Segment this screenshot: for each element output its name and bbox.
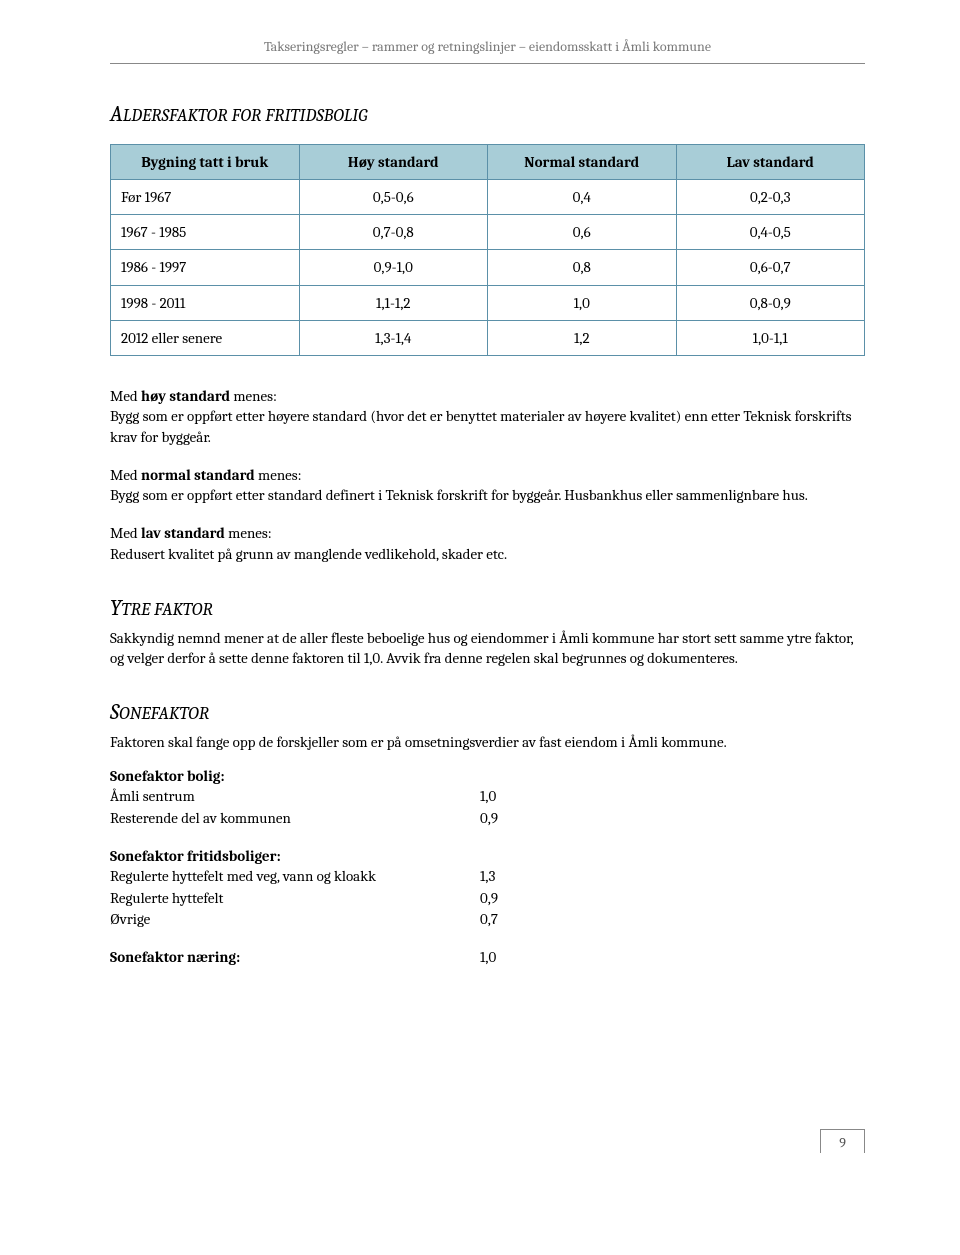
cell: 0,6-0,7 xyxy=(676,250,865,285)
list-item: Åmli sentrum 1,0 xyxy=(110,786,865,808)
col-bygning: Bygning tatt i bruk xyxy=(111,144,300,179)
def-hoy-suffix: menes: xyxy=(230,387,277,405)
def-hoy-text: Bygg som er oppført etter høyere standar… xyxy=(110,407,852,445)
cell: 1,2 xyxy=(488,320,677,355)
aldersfaktor-table: Bygning tatt i bruk Høy standard Normal … xyxy=(110,144,865,357)
key: Resterende del av kommunen xyxy=(110,808,480,830)
sone-fritid-label: Sonefaktor fritidsboliger: xyxy=(110,847,281,865)
rest: ONEFAKTOR xyxy=(119,703,209,724)
cap-letter: A xyxy=(110,101,123,127)
def-normal-suffix: menes: xyxy=(255,466,302,484)
sone-naering-label: Sonefaktor næring: xyxy=(110,948,240,966)
cell: 0,8-0,9 xyxy=(676,285,865,320)
val: 0,7 xyxy=(480,909,530,931)
table-row: 2012 eller senere 1,3-1,4 1,2 1,0-1,1 xyxy=(111,320,865,355)
cell: 1986 - 1997 xyxy=(111,250,300,285)
table-row: 1967 - 1985 0,7-0,8 0,6 0,4-0,5 xyxy=(111,215,865,250)
def-hoy-bold: høy standard xyxy=(141,387,230,405)
key: Regulerte hyttefelt med veg, vann og klo… xyxy=(110,866,480,888)
cell: 0,4 xyxy=(488,179,677,214)
def-hoy: Med høy standard menes: Bygg som er oppf… xyxy=(110,386,865,447)
def-lav-suffix: menes: xyxy=(225,524,272,542)
def-lav-text: Redusert kvalitet på grunn av manglende … xyxy=(110,545,507,563)
cap-letter: Y xyxy=(110,595,122,621)
cell: 1,0-1,1 xyxy=(676,320,865,355)
list-item: Resterende del av kommunen 0,9 xyxy=(110,808,865,830)
def-normal-bold: normal standard xyxy=(141,466,255,484)
list-item: Regulerte hyttefelt med veg, vann og klo… xyxy=(110,866,865,888)
table-row: 1986 - 1997 0,9-1,0 0,8 0,6-0,7 xyxy=(111,250,865,285)
ytre-text: Sakkyndig nemnd mener at de aller fleste… xyxy=(110,628,865,669)
cell: 0,2-0,3 xyxy=(676,179,865,214)
def-normal-text: Bygg som er oppført etter standard defin… xyxy=(110,486,808,504)
table-row: 1998 - 2011 1,1-1,2 1,0 0,8-0,9 xyxy=(111,285,865,320)
key: Åmli sentrum xyxy=(110,786,480,808)
header-text: Takseringsregler – rammer og retningslin… xyxy=(264,38,711,55)
def-normal-prefix: Med xyxy=(110,466,141,484)
cell: 0,5-0,6 xyxy=(299,179,488,214)
def-hoy-prefix: Med xyxy=(110,387,141,405)
cell: Før 1967 xyxy=(111,179,300,214)
cell: 0,9-1,0 xyxy=(299,250,488,285)
col-hoy: Høy standard xyxy=(299,144,488,179)
sone-naering: Sonefaktor næring: 1,0 xyxy=(110,947,865,969)
val: 1,3 xyxy=(480,866,530,888)
cell: 1,0 xyxy=(488,285,677,320)
def-lav: Med lav standard menes: Redusert kvalite… xyxy=(110,523,865,564)
section-title-ytre: YTRE FAKTOR xyxy=(110,594,865,624)
cap-letter: S xyxy=(110,699,119,725)
page-number-box: 9 xyxy=(820,1129,865,1153)
page-number: 9 xyxy=(839,1134,846,1151)
sone-bolig: Sonefaktor bolig: Åmli sentrum 1,0 Reste… xyxy=(110,766,865,830)
key: Regulerte hyttefelt xyxy=(110,888,480,910)
cell: 1,1-1,2 xyxy=(299,285,488,320)
section-title-sone: SONEFAKTOR xyxy=(110,698,865,728)
cell: 2012 eller senere xyxy=(111,320,300,355)
table-row: Før 1967 0,5-0,6 0,4 0,2-0,3 xyxy=(111,179,865,214)
col-lav: Lav standard xyxy=(676,144,865,179)
val: 0,9 xyxy=(480,808,530,830)
def-normal: Med normal standard menes: Bygg som er o… xyxy=(110,465,865,506)
key: Øvrige xyxy=(110,909,480,931)
cell: 0,6 xyxy=(488,215,677,250)
val: 1,0 xyxy=(480,786,530,808)
cell: 1967 - 1985 xyxy=(111,215,300,250)
list-item: Regulerte hyttefelt 0,9 xyxy=(110,888,865,910)
cell: 0,4-0,5 xyxy=(676,215,865,250)
def-lav-bold: lav standard xyxy=(141,524,225,542)
page-footer: 9 xyxy=(110,1129,865,1153)
cell: 1998 - 2011 xyxy=(111,285,300,320)
table-body: Før 1967 0,5-0,6 0,4 0,2-0,3 1967 - 1985… xyxy=(111,179,865,355)
rest: TRE FAKTOR xyxy=(122,599,213,620)
val: 0,9 xyxy=(480,888,530,910)
sone-fritid: Sonefaktor fritidsboliger: Regulerte hyt… xyxy=(110,846,865,932)
cell: 0,8 xyxy=(488,250,677,285)
list-item: Øvrige 0,7 xyxy=(110,909,865,931)
def-lav-prefix: Med xyxy=(110,524,141,542)
sone-intro: Faktoren skal fange opp de forskjeller s… xyxy=(110,732,865,752)
rest: LDERSFAKTOR FOR FRITIDSBOLIG xyxy=(123,105,368,126)
table-header-row: Bygning tatt i bruk Høy standard Normal … xyxy=(111,144,865,179)
list-item: Sonefaktor næring: 1,0 xyxy=(110,947,865,969)
sone-bolig-label: Sonefaktor bolig: xyxy=(110,767,225,785)
col-normal: Normal standard xyxy=(488,144,677,179)
cell: 0,7-0,8 xyxy=(299,215,488,250)
section-title-aldersfaktor: ALDERSFAKTOR FOR FRITIDSBOLIG xyxy=(110,100,865,130)
page-header: Takseringsregler – rammer og retningslin… xyxy=(110,38,865,64)
val: 1,0 xyxy=(480,947,530,969)
cell: 1,3-1,4 xyxy=(299,320,488,355)
